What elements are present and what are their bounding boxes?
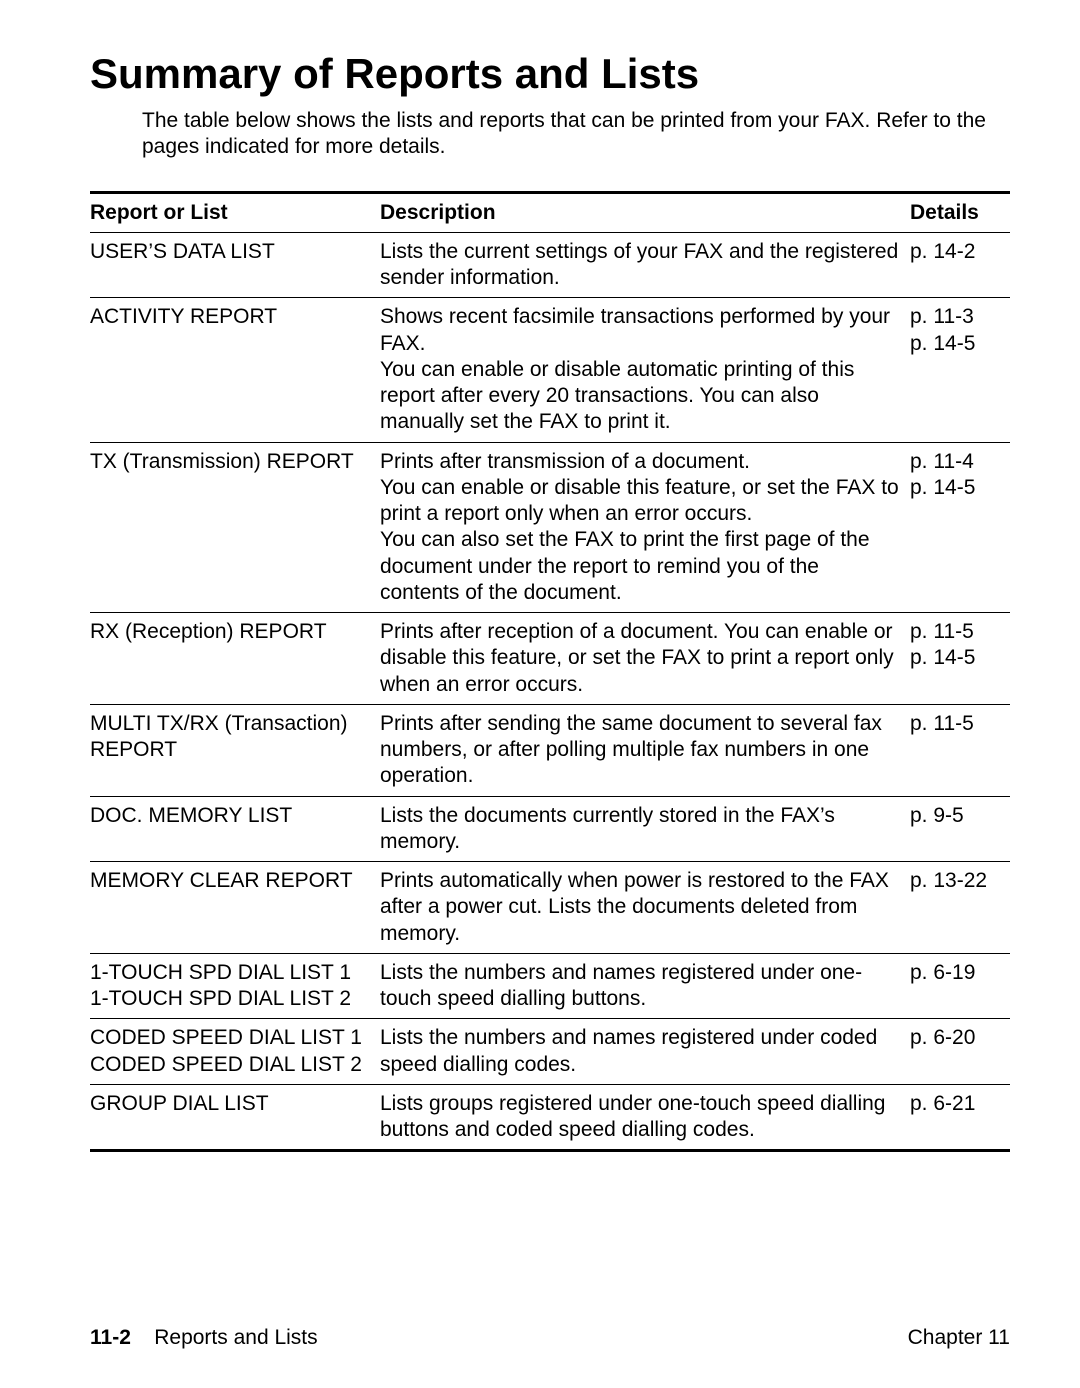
report-name-line1: 1-TOUCH SPD DIAL LIST 1: [90, 961, 351, 984]
table-row: MULTI TX/RX (Transaction) REPORT Prints …: [90, 704, 1010, 796]
report-details: p. 11-4 p. 14-5: [910, 442, 1010, 613]
detail-ref-2: p. 14-5: [910, 476, 975, 499]
detail-ref-1: p. 11-3: [910, 305, 974, 328]
report-name-line1: RX (Reception) REPORT: [90, 620, 327, 643]
report-description: Shows recent facsimile transactions perf…: [380, 298, 910, 442]
report-name-line1: MEMORY CLEAR REPORT: [90, 869, 353, 892]
table-row: DOC. MEMORY LIST Lists the documents cur…: [90, 796, 1010, 862]
header-details: Details: [910, 192, 1010, 232]
report-description: Prints automatically when power is resto…: [380, 862, 910, 954]
header-description: Description: [380, 192, 910, 232]
detail-ref-1: p. 6-21: [910, 1092, 975, 1115]
table-row: TX (Transmission) REPORT Prints after tr…: [90, 442, 1010, 613]
detail-ref-1: p. 14-2: [910, 240, 975, 263]
page-title: Summary of Reports and Lists: [90, 50, 1010, 98]
report-name: DOC. MEMORY LIST: [90, 796, 380, 862]
table-row: USER’S DATA LIST Lists the current setti…: [90, 232, 1010, 298]
detail-ref-2: p. 14-5: [910, 646, 975, 669]
table-row: GROUP DIAL LIST Lists groups registered …: [90, 1084, 1010, 1151]
detail-ref-2: p. 14-5: [910, 332, 975, 355]
report-name: GROUP DIAL LIST: [90, 1084, 380, 1151]
report-name-line1: MULTI TX/RX (Transaction): [90, 712, 348, 735]
report-name: USER’S DATA LIST: [90, 232, 380, 298]
report-name: CODED SPEED DIAL LIST 1 CODED SPEED DIAL…: [90, 1019, 380, 1085]
report-details: p. 13-22: [910, 862, 1010, 954]
report-details: p. 6-21: [910, 1084, 1010, 1151]
report-name-line1: TX (Transmission) REPORT: [90, 450, 354, 473]
report-description: Lists the numbers and names registered u…: [380, 1019, 910, 1085]
report-name-line2: REPORT: [90, 738, 177, 761]
table-row: CODED SPEED DIAL LIST 1 CODED SPEED DIAL…: [90, 1019, 1010, 1085]
table-header-row: Report or List Description Details: [90, 192, 1010, 232]
report-details: p. 6-20: [910, 1019, 1010, 1085]
page-footer: 11-2 Reports and Lists Chapter 11: [90, 1326, 1010, 1350]
report-name: 1-TOUCH SPD DIAL LIST 1 1-TOUCH SPD DIAL…: [90, 953, 380, 1019]
detail-ref-1: p. 6-19: [910, 961, 975, 984]
page-container: Summary of Reports and Lists The table b…: [0, 0, 1080, 1388]
report-description: Prints after reception of a document. Yo…: [380, 613, 910, 705]
report-name-line2: 1-TOUCH SPD DIAL LIST 2: [90, 987, 351, 1010]
report-name-line1: GROUP DIAL LIST: [90, 1092, 269, 1115]
report-description: Prints after sending the same document t…: [380, 704, 910, 796]
header-report-or-list: Report or List: [90, 192, 380, 232]
detail-ref-1: p. 6-20: [910, 1026, 975, 1049]
footer-page-number: 11-2: [90, 1326, 131, 1349]
footer-section: Reports and Lists: [154, 1326, 317, 1349]
report-name: RX (Reception) REPORT: [90, 613, 380, 705]
detail-ref-1: p. 11-5: [910, 620, 974, 643]
report-details: p. 9-5: [910, 796, 1010, 862]
table-row: MEMORY CLEAR REPORT Prints automatically…: [90, 862, 1010, 954]
report-description: Prints after transmission of a document.…: [380, 442, 910, 613]
report-name: MULTI TX/RX (Transaction) REPORT: [90, 704, 380, 796]
report-name-line1: CODED SPEED DIAL LIST 1: [90, 1026, 362, 1049]
report-name: MEMORY CLEAR REPORT: [90, 862, 380, 954]
detail-ref-1: p. 11-5: [910, 712, 974, 735]
detail-ref-1: p. 11-4: [910, 450, 974, 473]
reports-table: Report or List Description Details USER’…: [90, 191, 1010, 1153]
report-description: Lists the numbers and names registered u…: [380, 953, 910, 1019]
report-name-line1: ACTIVITY REPORT: [90, 305, 277, 328]
report-name-line1: USER’S DATA LIST: [90, 240, 275, 263]
report-description: Lists groups registered under one-touch …: [380, 1084, 910, 1151]
report-details: p. 11-5: [910, 704, 1010, 796]
report-details: p. 11-3 p. 14-5: [910, 298, 1010, 442]
detail-ref-1: p. 9-5: [910, 804, 964, 827]
report-name-line2: CODED SPEED DIAL LIST 2: [90, 1053, 362, 1076]
report-details: p. 6-19: [910, 953, 1010, 1019]
report-name-line1: DOC. MEMORY LIST: [90, 804, 292, 827]
report-name: ACTIVITY REPORT: [90, 298, 380, 442]
report-description: Lists the current settings of your FAX a…: [380, 232, 910, 298]
report-details: p. 14-2: [910, 232, 1010, 298]
footer-chapter: Chapter 11: [908, 1326, 1010, 1350]
report-name: TX (Transmission) REPORT: [90, 442, 380, 613]
footer-left: 11-2 Reports and Lists: [90, 1326, 318, 1350]
detail-ref-1: p. 13-22: [910, 869, 987, 892]
table-row: RX (Reception) REPORT Prints after recep…: [90, 613, 1010, 705]
table-row: ACTIVITY REPORT Shows recent facsimile t…: [90, 298, 1010, 442]
table-row: 1-TOUCH SPD DIAL LIST 1 1-TOUCH SPD DIAL…: [90, 953, 1010, 1019]
report-details: p. 11-5 p. 14-5: [910, 613, 1010, 705]
report-description: Lists the documents currently stored in …: [380, 796, 910, 862]
intro-paragraph: The table below shows the lists and repo…: [142, 108, 1010, 161]
